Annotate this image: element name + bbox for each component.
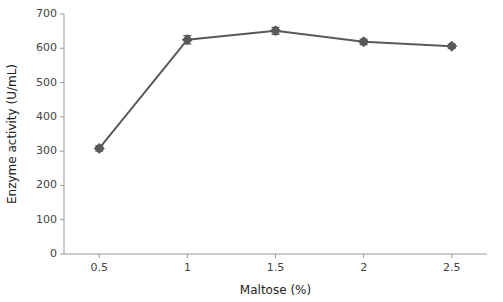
y-tick (60, 151, 64, 152)
x-tick-label: 0.5 (91, 261, 109, 274)
y-tick-label: 200 (36, 178, 57, 191)
x-tick (451, 254, 452, 258)
x-tick (99, 254, 100, 258)
y-tick-label: 300 (36, 144, 57, 157)
y-tick-label: 100 (36, 213, 57, 226)
data-line (99, 31, 452, 149)
x-tick (363, 254, 364, 258)
x-tick-label: 1.5 (267, 261, 285, 274)
y-tick (60, 219, 64, 220)
x-tick (187, 254, 188, 258)
x-axis-label: Maltose (%) (240, 283, 311, 297)
chart-svg: 0 100 200 300 400 500 600 700 0.5 1 1.5 2 2.5 Maltose… (0, 0, 503, 302)
data-point (359, 37, 369, 47)
y-tick-label: 500 (36, 76, 57, 89)
x-tick (275, 254, 276, 258)
data-point (447, 41, 457, 51)
y-tick (60, 48, 64, 49)
y-tick (60, 254, 64, 255)
y-tick-label: 0 (50, 247, 57, 260)
x-tick-label: 1 (184, 261, 191, 274)
y-tick-label: 600 (36, 41, 57, 54)
y-axis-label: Enzyme activity (U/mL) (5, 64, 19, 204)
y-tick (60, 116, 64, 117)
chart-container: 0 100 200 300 400 500 600 700 0.5 1 1.5 2 2.5 Maltose… (0, 0, 503, 302)
data-point (182, 35, 192, 45)
y-tick (60, 82, 64, 83)
y-tick-label: 400 (36, 110, 57, 123)
data-point (271, 26, 281, 36)
x-tick-label: 2 (360, 261, 367, 274)
error-bar (183, 36, 191, 44)
y-tick-label: 700 (36, 7, 57, 20)
data-point (94, 143, 104, 153)
y-tick (60, 185, 64, 186)
y-tick (60, 14, 64, 15)
y-axis-line (64, 14, 65, 254)
plot-data (94, 26, 457, 154)
x-tick-label: 2.5 (443, 261, 461, 274)
